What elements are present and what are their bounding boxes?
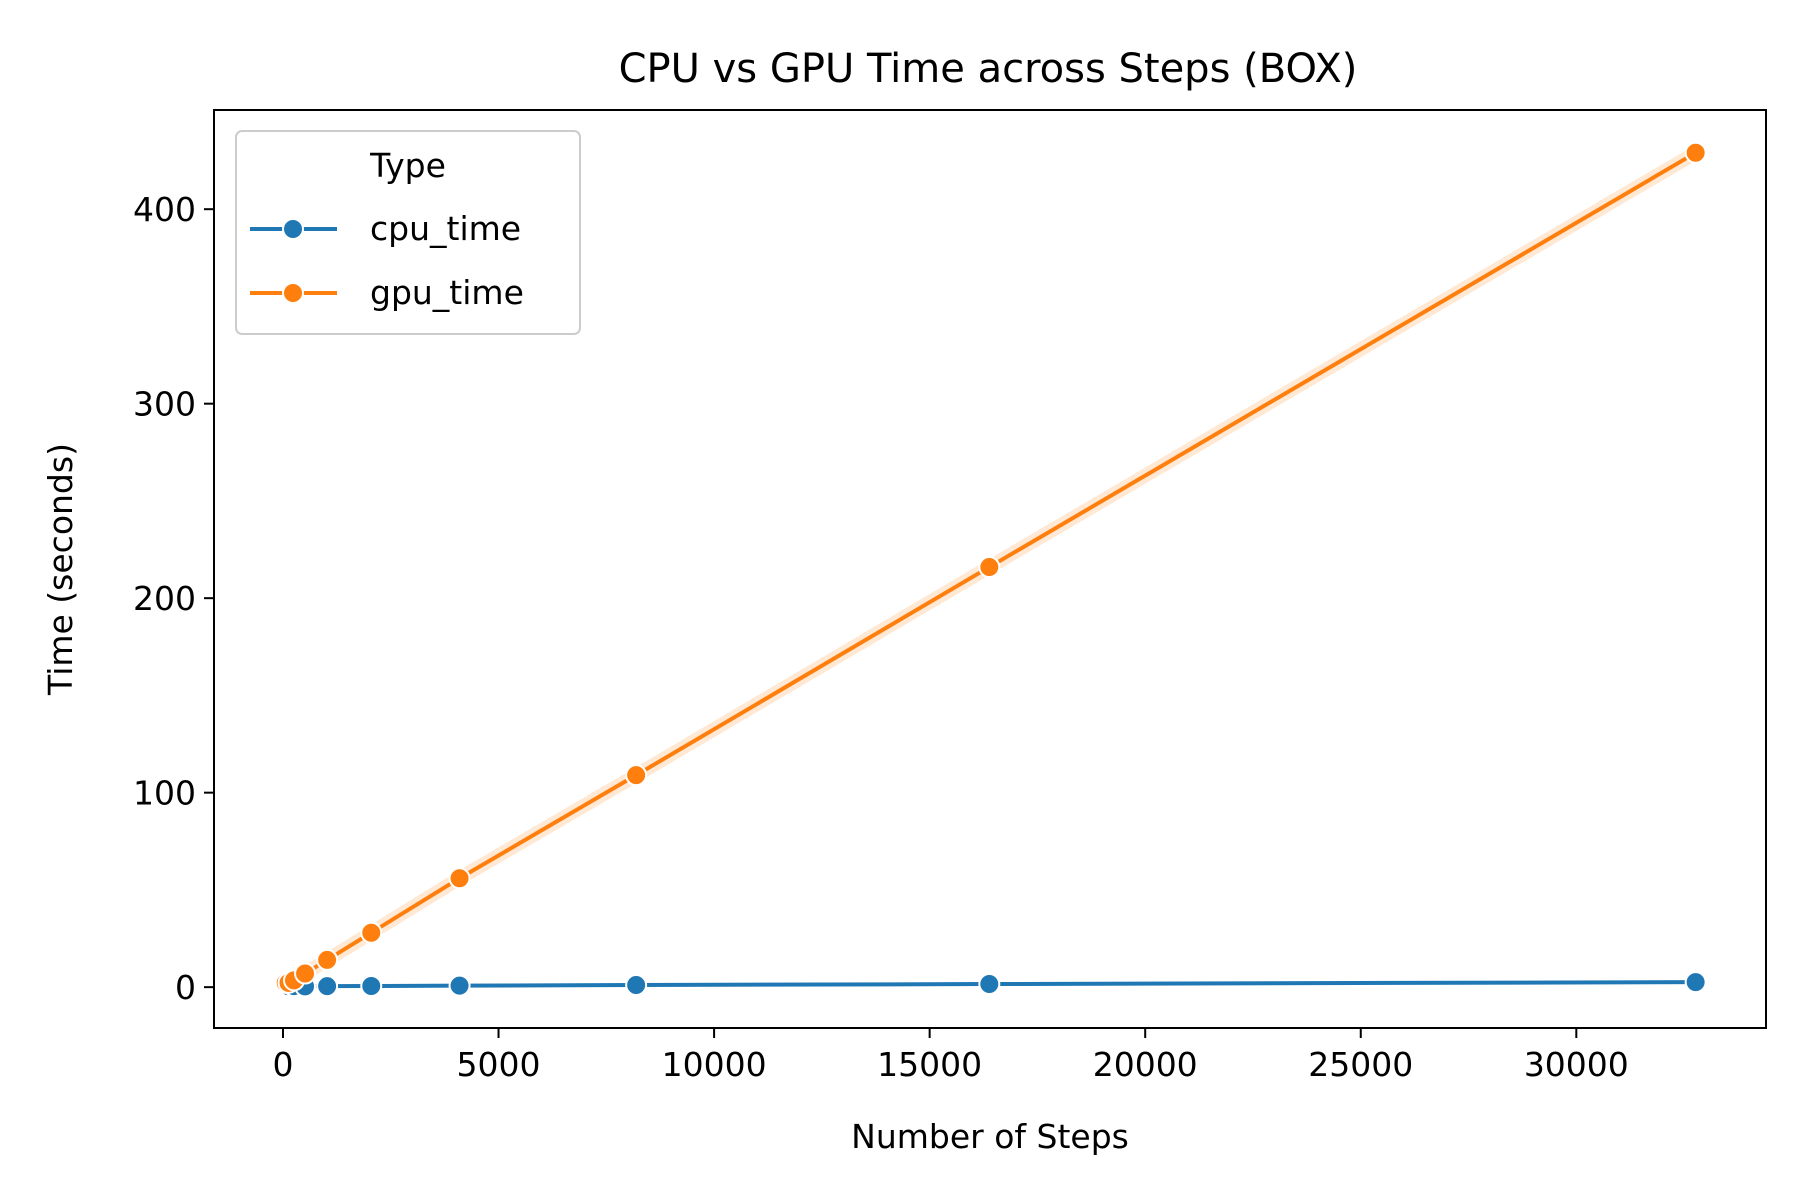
x-tick-label: 25000 <box>1308 1045 1413 1084</box>
y-axis: 0 100 200 300 400 <box>133 190 214 1007</box>
cpu-time-point <box>316 975 339 998</box>
y-tick-label: 200 <box>133 579 196 618</box>
y-axis-label: Time (seconds) <box>41 443 80 696</box>
chart-title: CPU vs GPU Time across Steps (BOX) <box>619 46 1358 92</box>
y-tick-label: 100 <box>133 774 196 813</box>
cpu-time-point <box>448 974 471 997</box>
gpu-time-point <box>294 962 317 985</box>
gpu-time-point <box>360 921 383 944</box>
gpu-time-point <box>978 556 1001 579</box>
y-tick-label: 0 <box>175 968 196 1007</box>
legend-cpu-marker <box>282 218 304 240</box>
cpu-time-point <box>1684 971 1707 994</box>
y-tick-label: 400 <box>133 190 196 229</box>
gpu-time-point <box>448 867 471 890</box>
x-axis: 0 5000 10000 15000 20000 25000 30000 <box>272 1028 1629 1084</box>
plot-area <box>272 141 1707 998</box>
plot-frame <box>213 109 1767 1029</box>
cpu-time-point <box>978 973 1001 996</box>
legend-gpu-marker <box>282 282 304 304</box>
x-tick-label: 0 <box>272 1045 293 1084</box>
x-axis-label: Number of Steps <box>851 1117 1129 1156</box>
y-tick-label: 300 <box>133 385 196 424</box>
legend-box <box>235 130 581 335</box>
x-tick-label: 30000 <box>1524 1045 1629 1084</box>
legend-title: Type <box>369 146 446 185</box>
gpu-time-point <box>1684 141 1707 164</box>
cpu-time-point <box>360 974 383 997</box>
gpu-time-point <box>625 764 648 787</box>
legend-gpu-label: gpu_time <box>370 273 524 312</box>
legend: Type cpu_time gpu_time <box>235 130 581 335</box>
x-tick-label: 20000 <box>1093 1045 1198 1084</box>
x-tick-label: 5000 <box>457 1045 541 1084</box>
cpu-time-point <box>625 974 648 997</box>
x-tick-label: 10000 <box>662 1045 767 1084</box>
legend-cpu-label: cpu_time <box>370 209 521 248</box>
gpu-time-point <box>316 948 339 971</box>
x-tick-label: 15000 <box>877 1045 982 1084</box>
